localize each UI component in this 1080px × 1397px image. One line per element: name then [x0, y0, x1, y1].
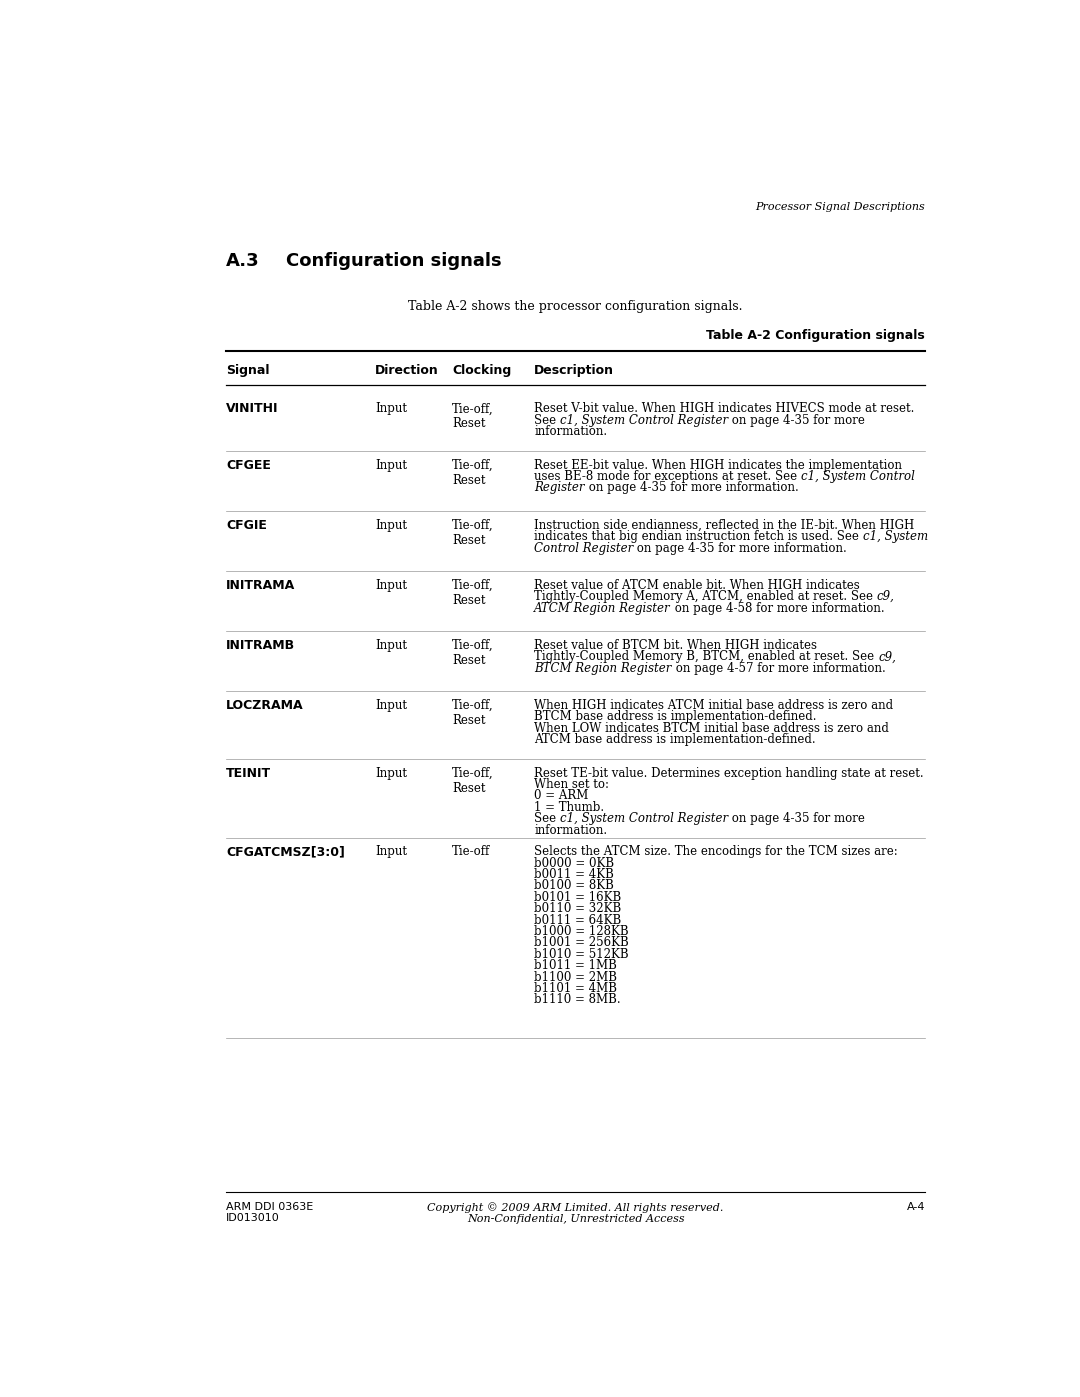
Text: Instruction side endianness, reflected in the IE-bit. When HIGH: Instruction side endianness, reflected i…	[535, 518, 915, 532]
Text: Table A-2 Configuration signals: Table A-2 Configuration signals	[706, 330, 926, 342]
Text: 1 = Thumb.: 1 = Thumb.	[535, 800, 605, 814]
Text: Signal: Signal	[226, 365, 270, 377]
Text: c1, System: c1, System	[863, 529, 928, 543]
Text: TEINIT: TEINIT	[226, 767, 271, 780]
Text: INITRAMB: INITRAMB	[226, 638, 295, 652]
Text: Copyright © 2009 ARM Limited. All rights reserved.
Non-Confidential, Unrestricte: Copyright © 2009 ARM Limited. All rights…	[428, 1201, 724, 1224]
Text: 0 = ARM: 0 = ARM	[535, 789, 589, 802]
Text: Tightly-Coupled Memory B, BTCM, enabled at reset. See: Tightly-Coupled Memory B, BTCM, enabled …	[535, 650, 878, 664]
Text: A.3: A.3	[226, 253, 260, 271]
Text: Input: Input	[375, 698, 407, 712]
Text: BTCM Region Register: BTCM Region Register	[535, 662, 672, 675]
Text: VINITHI: VINITHI	[226, 402, 279, 415]
Text: CFGEE: CFGEE	[226, 458, 271, 472]
Text: Clocking: Clocking	[453, 365, 512, 377]
Text: on page 4-35 for more information.: on page 4-35 for more information.	[634, 542, 847, 555]
Text: b1001 = 256KB: b1001 = 256KB	[535, 936, 629, 950]
Text: Tie-off: Tie-off	[453, 845, 490, 858]
Text: BTCM base address is implementation-defined.: BTCM base address is implementation-defi…	[535, 710, 816, 724]
Text: When set to:: When set to:	[535, 778, 609, 791]
Text: b1000 = 128KB: b1000 = 128KB	[535, 925, 629, 937]
Text: Description: Description	[535, 365, 615, 377]
Text: c1, System Control Register: c1, System Control Register	[561, 812, 728, 826]
Text: Reset value of ATCM enable bit. When HIGH indicates: Reset value of ATCM enable bit. When HIG…	[535, 578, 860, 592]
Text: b1100 = 2MB: b1100 = 2MB	[535, 971, 618, 983]
Text: b0101 = 16KB: b0101 = 16KB	[535, 891, 621, 904]
Text: Reset TE-bit value. Determines exception handling state at reset.: Reset TE-bit value. Determines exception…	[535, 767, 923, 780]
Text: b0000 = 0KB: b0000 = 0KB	[535, 856, 615, 870]
Text: Input: Input	[375, 767, 407, 780]
Text: c1, System Control Register: c1, System Control Register	[561, 414, 728, 427]
Text: Reset EE-bit value. When HIGH indicates the implementation: Reset EE-bit value. When HIGH indicates …	[535, 458, 902, 472]
Text: b1110 = 8MB.: b1110 = 8MB.	[535, 993, 621, 1006]
Text: Tie-off,
Reset: Tie-off, Reset	[453, 458, 494, 486]
Text: indicates that big endian instruction fetch is used. See: indicates that big endian instruction fe…	[535, 529, 863, 543]
Text: Input: Input	[375, 638, 407, 652]
Text: Direction: Direction	[375, 365, 438, 377]
Text: Processor Signal Descriptions: Processor Signal Descriptions	[755, 203, 926, 212]
Text: CFGATCMSZ[3:0]: CFGATCMSZ[3:0]	[226, 845, 346, 858]
Text: b1010 = 512KB: b1010 = 512KB	[535, 947, 629, 961]
Text: Tie-off,
Reset: Tie-off, Reset	[453, 578, 494, 606]
Text: on page 4-57 for more information.: on page 4-57 for more information.	[672, 662, 886, 675]
Text: Tie-off,
Reset: Tie-off, Reset	[453, 638, 494, 666]
Text: b1101 = 4MB: b1101 = 4MB	[535, 982, 618, 995]
Text: b1011 = 1MB: b1011 = 1MB	[535, 960, 617, 972]
Text: ATCM Region Register: ATCM Region Register	[535, 602, 671, 615]
Text: CFGIE: CFGIE	[226, 518, 267, 532]
Text: c1, System Control: c1, System Control	[801, 471, 915, 483]
Text: Tightly-Coupled Memory A, ATCM, enabled at reset. See: Tightly-Coupled Memory A, ATCM, enabled …	[535, 590, 877, 604]
Text: Input: Input	[375, 402, 407, 415]
Text: information.: information.	[535, 425, 607, 439]
Text: Tie-off,
Reset: Tie-off, Reset	[453, 518, 494, 546]
Text: Table A-2 shows the processor configuration signals.: Table A-2 shows the processor configurat…	[408, 300, 743, 313]
Text: b0011 = 4KB: b0011 = 4KB	[535, 868, 615, 882]
Text: Tie-off,
Reset: Tie-off, Reset	[453, 767, 494, 795]
Text: Tie-off,
Reset: Tie-off, Reset	[453, 698, 494, 726]
Text: INITRAMA: INITRAMA	[226, 578, 296, 592]
Text: on page 4-58 for more information.: on page 4-58 for more information.	[671, 602, 885, 615]
Text: Configuration signals: Configuration signals	[286, 253, 502, 271]
Text: Reset V-bit value. When HIGH indicates HIVECS mode at reset.: Reset V-bit value. When HIGH indicates H…	[535, 402, 915, 415]
Text: A-4: A-4	[906, 1201, 926, 1211]
Text: c9,: c9,	[878, 650, 896, 664]
Text: b0100 = 8KB: b0100 = 8KB	[535, 880, 615, 893]
Text: Input: Input	[375, 578, 407, 592]
Text: information.: information.	[535, 824, 607, 837]
Text: b0111 = 64KB: b0111 = 64KB	[535, 914, 621, 926]
Text: uses BE-8 mode for exceptions at reset. See: uses BE-8 mode for exceptions at reset. …	[535, 471, 801, 483]
Text: Selects the ATCM size. The encodings for the TCM sizes are:: Selects the ATCM size. The encodings for…	[535, 845, 897, 858]
Text: Reset value of BTCM bit. When HIGH indicates: Reset value of BTCM bit. When HIGH indic…	[535, 638, 818, 652]
Text: on page 4-35 for more information.: on page 4-35 for more information.	[584, 482, 798, 495]
Text: Tie-off,
Reset: Tie-off, Reset	[453, 402, 494, 430]
Text: Register: Register	[535, 482, 584, 495]
Text: LOCZRAMA: LOCZRAMA	[226, 698, 303, 712]
Text: on page 4-35 for more: on page 4-35 for more	[728, 812, 865, 826]
Text: Input: Input	[375, 458, 407, 472]
Text: Input: Input	[375, 518, 407, 532]
Text: See: See	[535, 414, 561, 427]
Text: When HIGH indicates ATCM initial base address is zero and: When HIGH indicates ATCM initial base ad…	[535, 698, 893, 712]
Text: Control Register: Control Register	[535, 542, 634, 555]
Text: See: See	[535, 812, 561, 826]
Text: b0110 = 32KB: b0110 = 32KB	[535, 902, 621, 915]
Text: Input: Input	[375, 845, 407, 858]
Text: on page 4-35 for more: on page 4-35 for more	[728, 414, 865, 427]
Text: ATCM base address is implementation-defined.: ATCM base address is implementation-defi…	[535, 733, 815, 746]
Text: c9,: c9,	[877, 590, 895, 604]
Text: ARM DDI 0363E
ID013010: ARM DDI 0363E ID013010	[226, 1201, 313, 1224]
Text: When LOW indicates BTCM initial base address is zero and: When LOW indicates BTCM initial base add…	[535, 722, 889, 735]
